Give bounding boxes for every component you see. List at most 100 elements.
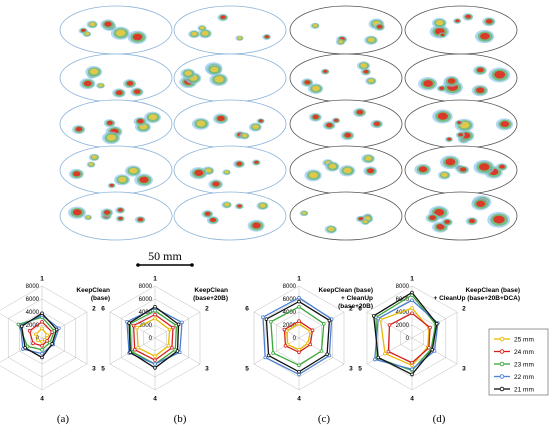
panel-letter: (c) (318, 413, 331, 425)
deposit-spot-core (104, 21, 112, 27)
radar-series-point (153, 304, 157, 309)
deposit-spot-core (500, 121, 510, 128)
deposit-image (289, 191, 403, 241)
radar-title-line: KeepClean (194, 287, 228, 294)
radar-axis-label: 3 (462, 366, 466, 373)
deposit-spot-core (201, 30, 209, 36)
radar-series-point (127, 321, 131, 325)
scale-bar-end-left (136, 263, 140, 267)
deposit-spot-core (367, 168, 375, 174)
deposit-spot-core (191, 31, 198, 36)
deposit-spot-core (137, 217, 144, 222)
radar-charts: 12345602000400060008000KeepClean(base)(a… (0, 276, 520, 426)
radar-series-point (410, 367, 414, 372)
radar-series-point (54, 327, 59, 332)
radar-title-line: (base+20B) (193, 295, 228, 302)
deposit-spot-core (258, 119, 263, 123)
deposit-spot-core (75, 126, 83, 132)
deposit-spot-core (333, 118, 339, 122)
deposit-spot-core (499, 164, 505, 169)
radar-tick-label: 2000 (139, 323, 153, 329)
scale-bar-label: 50 mm (148, 249, 182, 263)
radar-series-point (153, 316, 157, 321)
radar-series-point (40, 319, 44, 324)
deposit-spot-core (447, 78, 456, 84)
radar-axis-label: 6 (245, 306, 249, 313)
radar-tick-label: 4000 (396, 310, 410, 316)
radar-tick-label: 6000 (26, 297, 40, 303)
legend-item: 25 mm (494, 336, 534, 343)
deposit-spot-core (328, 163, 337, 169)
radar-axis-label: 4 (40, 396, 44, 403)
radar-series-point (40, 351, 44, 356)
radar-spoke (298, 311, 345, 339)
radar-series-point (373, 357, 377, 362)
deposit-spot-core (434, 208, 445, 216)
legend-label: 21 mm (514, 386, 534, 393)
legend: 25 mm 24 mm 23 mm 22 mm 21 mm (488, 328, 549, 396)
deposit-spot-core (210, 217, 217, 223)
deposit-spot-core (304, 80, 311, 85)
radar-series-point (264, 317, 269, 321)
radar-series-point (34, 332, 38, 337)
deposit-spot-core (81, 28, 86, 33)
deposit-spot-core (91, 155, 98, 159)
radar-series-point (263, 355, 268, 360)
legend-box (488, 328, 549, 396)
deposit-spot-core (447, 137, 452, 141)
deposit-spot-core (363, 220, 368, 224)
deposit-spot-core (485, 19, 493, 24)
deposit-spot-core (259, 203, 266, 208)
deposit-spot-core (356, 109, 364, 115)
radar-series-point (40, 347, 44, 352)
deposit-spot-core (493, 215, 505, 224)
legend-swatch-marker (499, 361, 505, 367)
deposit-spot-core (103, 210, 111, 215)
radar-series-point (283, 343, 288, 348)
radar-tick-label: 2000 (26, 323, 40, 329)
deposit-spot-core (323, 69, 328, 73)
radar-series-point (319, 349, 324, 353)
deposit-spot-core (89, 68, 99, 75)
deposit-spot-core (441, 172, 448, 178)
deposit-spot-core (72, 209, 82, 216)
radar-title-line: + CleanUp (341, 295, 373, 302)
deposit-image (404, 145, 518, 195)
deposit-spot-core (137, 118, 144, 124)
deposit-spot-core (423, 80, 433, 87)
radar-series-point (261, 315, 265, 320)
radar-tick-label: 6000 (283, 297, 297, 303)
radar-series-point (297, 304, 301, 309)
deposit-image (289, 99, 403, 149)
deposit-outline (173, 191, 287, 241)
radar-series-point (132, 347, 137, 352)
radar-series-point (410, 360, 414, 365)
deposit-image (59, 53, 173, 103)
radar-series-line (387, 312, 431, 364)
radar-series-point (171, 325, 175, 330)
panel-letter: (a) (57, 413, 70, 425)
radar-axis-label: 6 (101, 306, 105, 313)
radar-series-point (153, 354, 157, 359)
deposit-outline (289, 99, 403, 149)
radar-title-line: + CleanUp (base+20B+DCA) (433, 295, 520, 302)
deposit-spot-core (117, 208, 123, 212)
deposit-spot-core (367, 37, 375, 43)
deposit-image (173, 53, 287, 103)
deposit-spot-core (132, 33, 143, 41)
deposit-spot-core (139, 176, 149, 183)
deposit-image (404, 99, 518, 149)
deposit-spot-core (133, 89, 141, 94)
radar-title-line: (base) (91, 295, 110, 302)
radar-series-line (270, 306, 325, 367)
radar-title-line: (base+20B) (338, 303, 373, 310)
radar-tick-label: 6000 (139, 297, 153, 303)
radar-chart: 12345602000400060008000KeepClean(base)(a… (0, 276, 110, 425)
deposit-spot-core (429, 215, 437, 221)
deposit-spot-core (465, 14, 471, 19)
deposit-spot-core (212, 181, 220, 187)
deposit-spot-core (126, 81, 134, 86)
radar-series-point (321, 321, 326, 326)
